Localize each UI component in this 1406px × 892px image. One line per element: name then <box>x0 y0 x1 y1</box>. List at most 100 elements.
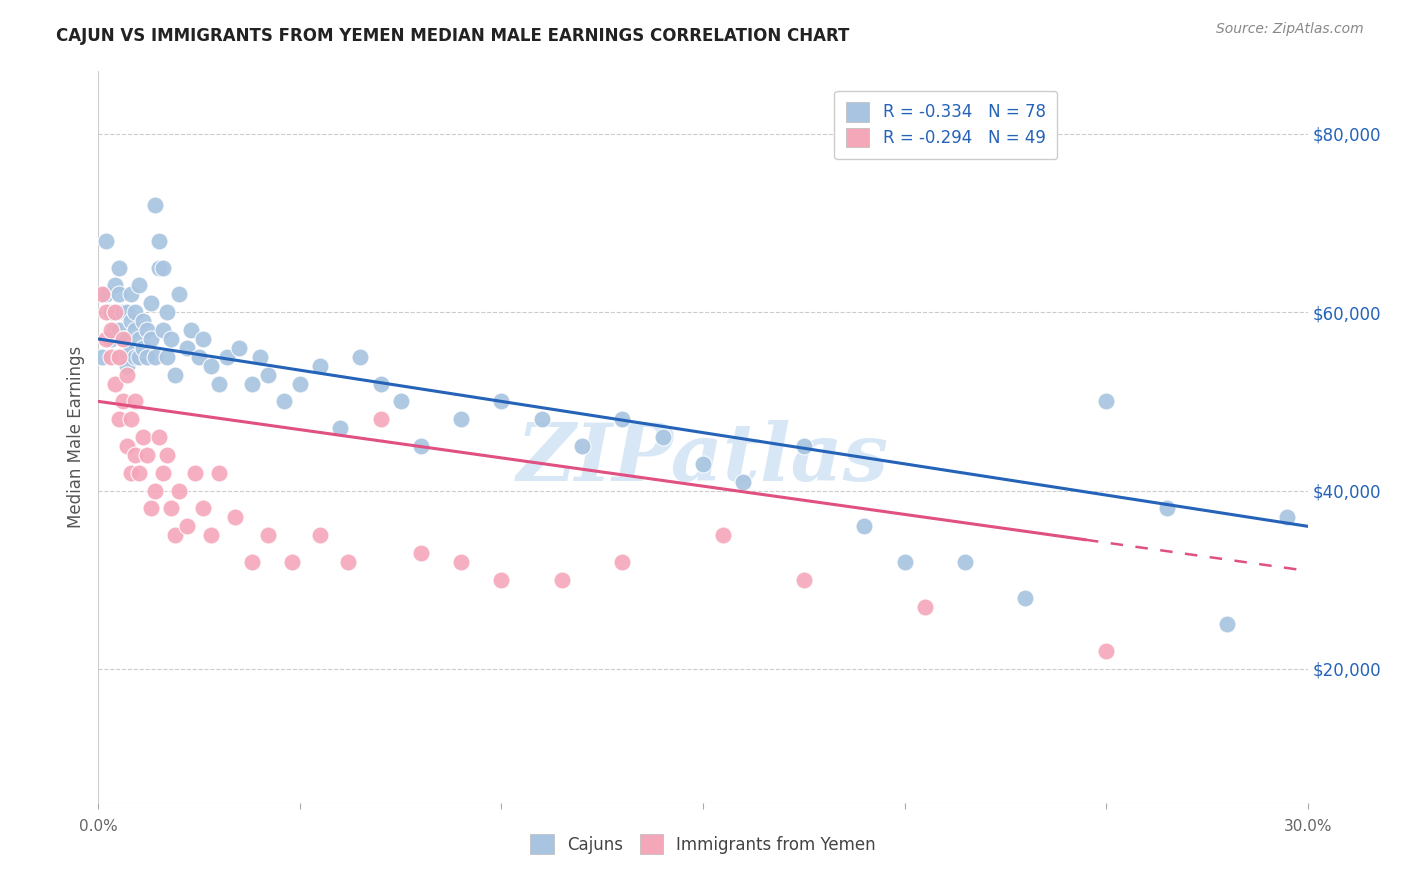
Point <box>124 350 146 364</box>
Point <box>107 412 129 426</box>
Point <box>107 260 129 275</box>
Point <box>309 359 332 373</box>
Point <box>139 501 162 516</box>
Point <box>156 350 179 364</box>
Point <box>148 260 170 275</box>
Point <box>281 555 304 569</box>
Point <box>200 359 222 373</box>
Point <box>120 287 142 301</box>
Point <box>217 350 239 364</box>
Y-axis label: Median Male Earnings: Median Male Earnings <box>66 346 84 528</box>
Point <box>128 350 150 364</box>
Point <box>152 260 174 275</box>
Point <box>491 573 513 587</box>
Point <box>107 287 129 301</box>
Point <box>132 314 155 328</box>
Point <box>914 599 936 614</box>
Point <box>115 439 138 453</box>
Text: CAJUN VS IMMIGRANTS FROM YEMEN MEDIAN MALE EARNINGS CORRELATION CHART: CAJUN VS IMMIGRANTS FROM YEMEN MEDIAN MA… <box>56 27 849 45</box>
Point <box>193 501 215 516</box>
Point <box>103 305 125 319</box>
Point <box>273 394 295 409</box>
Point <box>100 323 122 337</box>
Point <box>107 323 129 337</box>
Point <box>107 350 129 364</box>
Point <box>288 376 311 391</box>
Point <box>853 519 876 533</box>
Point <box>651 430 673 444</box>
Point <box>208 376 231 391</box>
Point <box>329 421 352 435</box>
Point <box>200 528 222 542</box>
Point <box>571 439 593 453</box>
Point <box>256 368 278 382</box>
Point <box>256 528 278 542</box>
Point <box>143 350 166 364</box>
Point <box>240 376 263 391</box>
Point <box>1216 617 1239 632</box>
Point <box>100 350 122 364</box>
Point <box>152 466 174 480</box>
Point <box>612 555 634 569</box>
Point <box>530 412 553 426</box>
Point <box>450 555 472 569</box>
Point <box>1095 644 1118 658</box>
Point <box>389 394 412 409</box>
Point <box>111 332 134 346</box>
Legend: Cajuns, Immigrants from Yemen: Cajuns, Immigrants from Yemen <box>523 828 883 860</box>
Point <box>139 332 162 346</box>
Point <box>148 430 170 444</box>
Point <box>349 350 371 364</box>
Text: Source: ZipAtlas.com: Source: ZipAtlas.com <box>1216 22 1364 37</box>
Point <box>96 305 118 319</box>
Point <box>135 448 157 462</box>
Point <box>184 466 207 480</box>
Point <box>100 305 122 319</box>
Point <box>124 448 146 462</box>
Point <box>893 555 915 569</box>
Point <box>208 466 231 480</box>
Point <box>180 323 202 337</box>
Point <box>370 376 392 391</box>
Point <box>156 305 179 319</box>
Point <box>156 448 179 462</box>
Point <box>120 412 142 426</box>
Point <box>450 412 472 426</box>
Point <box>228 341 250 355</box>
Point <box>115 332 138 346</box>
Point <box>711 528 734 542</box>
Point <box>148 234 170 248</box>
Point <box>793 439 815 453</box>
Point <box>240 555 263 569</box>
Point <box>100 332 122 346</box>
Point <box>1014 591 1036 605</box>
Point <box>120 314 142 328</box>
Point <box>692 457 714 471</box>
Point <box>409 546 432 560</box>
Point <box>176 519 198 533</box>
Point <box>337 555 360 569</box>
Point <box>120 341 142 355</box>
Point <box>160 501 183 516</box>
Point <box>128 466 150 480</box>
Point <box>163 528 186 542</box>
Point <box>167 287 190 301</box>
Point <box>103 323 125 337</box>
Point <box>143 483 166 498</box>
Point <box>1277 510 1299 524</box>
Point <box>135 323 157 337</box>
Point <box>128 278 150 293</box>
Point <box>115 359 138 373</box>
Point <box>111 350 134 364</box>
Point <box>370 412 392 426</box>
Point <box>409 439 432 453</box>
Point <box>124 394 146 409</box>
Point <box>103 278 125 293</box>
Point <box>115 368 138 382</box>
Text: ZIPatlas: ZIPatlas <box>517 420 889 498</box>
Point <box>793 573 815 587</box>
Point <box>132 430 155 444</box>
Point <box>1156 501 1178 516</box>
Point <box>733 475 755 489</box>
Point <box>139 296 162 310</box>
